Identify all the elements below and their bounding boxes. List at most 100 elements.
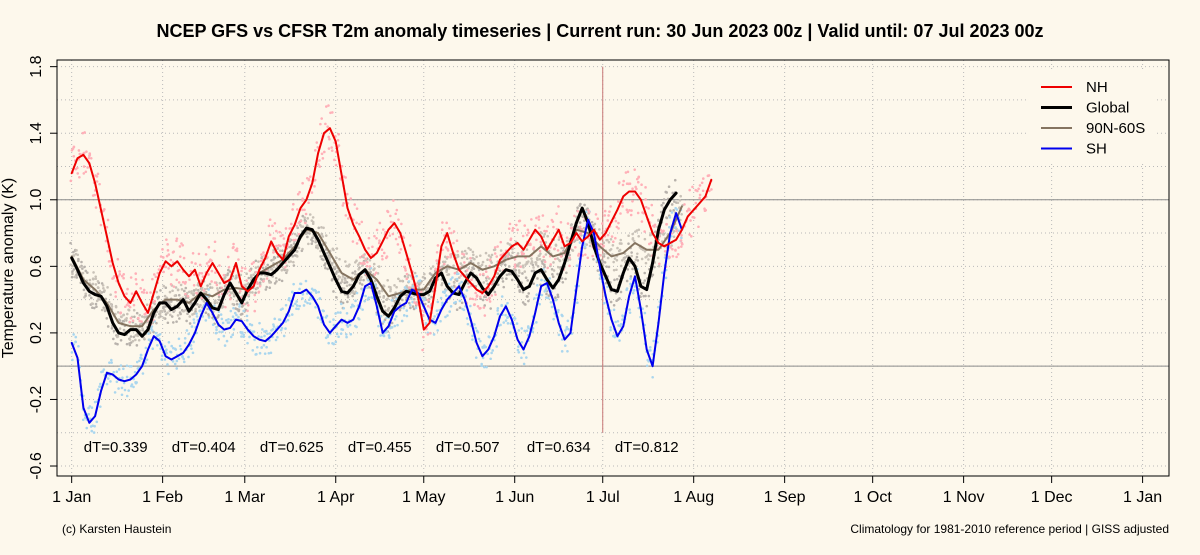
daily-point [402,236,406,239]
daily-point [240,335,243,338]
monthly-dT-label: dT=0.812 [615,439,679,456]
daily-point [121,376,124,380]
daily-point [198,271,202,275]
daily-point [396,323,399,327]
daily-point [349,332,353,336]
daily-point [298,190,301,194]
daily-point [647,360,651,363]
daily-point [246,303,250,307]
daily-point [665,191,668,194]
daily-point [577,284,580,288]
daily-point [97,296,100,300]
daily-point [516,228,519,232]
legend-entry: Global [1086,100,1129,117]
daily-point [644,198,647,201]
daily-point [162,284,166,288]
daily-point [105,382,109,386]
daily-point [141,278,144,282]
daily-point [243,267,247,270]
daily-point [339,302,343,306]
monthly-dT-label: dT=0.625 [260,439,324,456]
daily-point [278,230,281,234]
daily-point [626,268,630,271]
daily-point [123,305,127,309]
daily-point [568,264,571,268]
daily-point [194,262,197,265]
daily-point [568,256,571,260]
daily-point [631,199,634,203]
daily-point [662,201,665,205]
daily-point [673,226,677,229]
daily-point [263,352,267,355]
daily-point [467,285,471,289]
daily-point [127,308,131,312]
daily-point [183,337,187,340]
daily-point [190,325,194,328]
daily-point [114,295,118,298]
daily-point [557,238,561,241]
monthly-dT-label: dT=0.455 [348,439,412,456]
daily-point [130,364,133,368]
daily-point [449,278,453,281]
series-line-sh [70,212,683,424]
daily-point [548,277,551,280]
daily-point [482,272,485,276]
daily-point [164,265,168,269]
daily-point [452,264,455,267]
daily-point [345,192,349,196]
daily-point [217,298,221,302]
daily-point [210,280,213,283]
daily-point [242,335,245,339]
daily-point [282,237,286,240]
daily-point [408,286,411,289]
daily-point [374,271,378,275]
daily-point [164,286,168,290]
daily-point [517,264,520,268]
daily-point [409,306,412,310]
daily-point [478,273,482,276]
daily-point [642,281,645,285]
daily-point [393,283,396,287]
daily-point [644,186,647,189]
daily-point [211,323,215,326]
daily-point [169,313,172,317]
daily-point [502,285,506,289]
daily-point [125,364,129,368]
daily-point [471,334,474,338]
daily-point [398,235,401,239]
daily-point [443,262,446,266]
daily-point [446,255,450,259]
daily-point [290,313,294,316]
daily-point [547,296,550,300]
daily-point [439,319,442,323]
daily-point [133,315,136,319]
daily-point [207,245,211,249]
daily-point [539,240,543,244]
daily-point [401,298,404,302]
daily-point [74,335,78,339]
daily-point [332,318,335,321]
daily-point [214,299,217,302]
daily-point [119,311,123,315]
daily-point [373,279,377,283]
daily-point [653,265,656,269]
daily-point [479,306,482,310]
daily-point [116,257,120,261]
x-tick-label: 1 Feb [142,489,183,506]
daily-point [471,338,474,341]
daily-point [258,281,262,285]
daily-point [471,250,475,254]
daily-point [167,372,170,376]
daily-point [281,249,284,253]
daily-point [154,313,157,317]
daily-point [408,303,412,307]
daily-point [92,271,95,274]
daily-point [609,247,613,251]
daily-point [676,252,680,256]
daily-point [229,335,233,339]
daily-point [295,224,299,228]
daily-point [504,313,507,317]
daily-point [480,263,484,267]
daily-point [81,271,85,275]
daily-point [609,205,612,208]
